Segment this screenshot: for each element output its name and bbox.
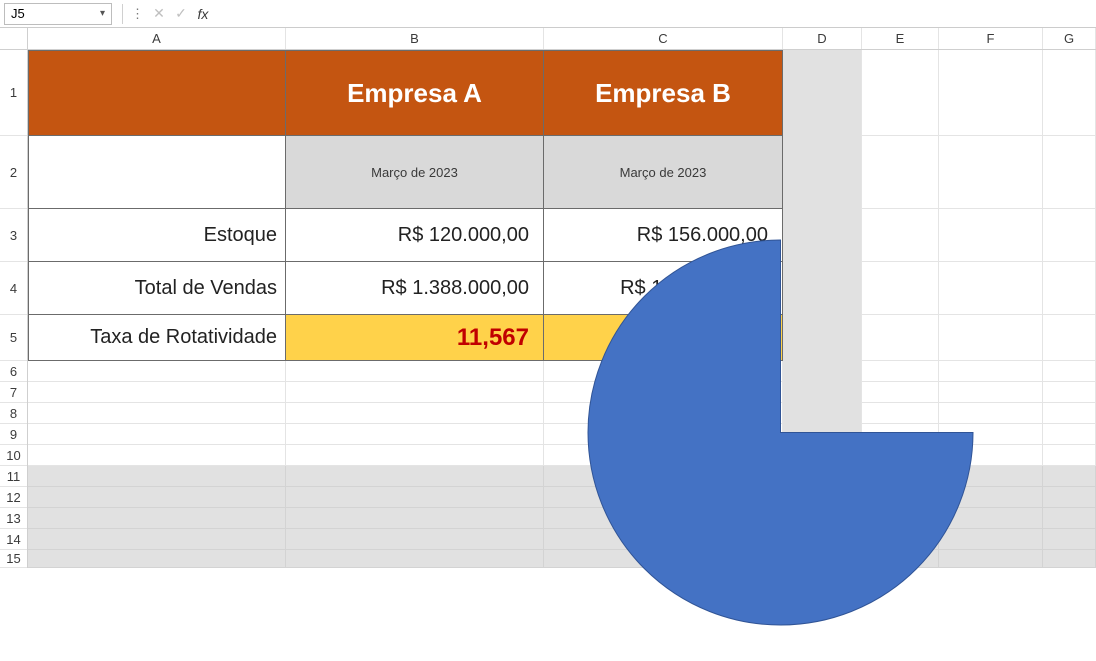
col-header-B[interactable]: B — [286, 28, 544, 49]
cell-G2[interactable] — [1043, 136, 1096, 209]
cell-A3[interactable]: Estoque — [28, 209, 286, 262]
cell-A10[interactable] — [28, 445, 286, 466]
cell-A4[interactable]: Total de Vendas — [28, 262, 286, 315]
formula-bar: J5 ▾ ⋮ ✕ ✓ fx — [0, 0, 1096, 28]
row-header-10[interactable]: 10 — [0, 445, 27, 466]
row-header-15[interactable]: 15 — [0, 550, 27, 568]
cell-B3[interactable]: R$ 120.000,00 — [286, 209, 544, 262]
cell-A13[interactable] — [28, 508, 286, 529]
cell-G8[interactable] — [1043, 403, 1096, 424]
cell-G5[interactable] — [1043, 315, 1096, 361]
separator — [122, 4, 123, 24]
cell-E1[interactable] — [862, 50, 939, 136]
col-header-E[interactable]: E — [862, 28, 939, 49]
cell-G13[interactable] — [1043, 508, 1096, 529]
row-header-4[interactable]: 4 — [0, 262, 27, 315]
row-header-9[interactable]: 9 — [0, 424, 27, 445]
cell-B5[interactable]: 11,567 — [286, 315, 544, 361]
cell-A14[interactable] — [28, 529, 286, 550]
row-header-14[interactable]: 14 — [0, 529, 27, 550]
column-headers: A B C D E F G — [0, 28, 1096, 50]
cell-G9[interactable] — [1043, 424, 1096, 445]
pie-shape[interactable] — [583, 235, 978, 630]
cell-B9[interactable] — [286, 424, 544, 445]
row-header-8[interactable]: 8 — [0, 403, 27, 424]
row-header-3[interactable]: 3 — [0, 209, 27, 262]
cell-E2[interactable] — [862, 136, 939, 209]
cell-B10[interactable] — [286, 445, 544, 466]
cell-B1[interactable]: Empresa A — [286, 50, 544, 136]
row-header-5[interactable]: 5 — [0, 315, 27, 361]
cell-G11[interactable] — [1043, 466, 1096, 487]
cell-B12[interactable] — [286, 487, 544, 508]
col-header-F[interactable]: F — [939, 28, 1043, 49]
cell-B6[interactable] — [286, 361, 544, 382]
cell-A11[interactable] — [28, 466, 286, 487]
cell-G15[interactable] — [1043, 550, 1096, 568]
cell-G7[interactable] — [1043, 382, 1096, 403]
cell-B4[interactable]: R$ 1.388.000,00 — [286, 262, 544, 315]
expand-icon[interactable]: ⋮ — [129, 6, 148, 22]
col-header-A[interactable]: A — [28, 28, 286, 49]
row-header-11[interactable]: 11 — [0, 466, 27, 487]
cell-G3[interactable] — [1043, 209, 1096, 262]
cell-A15[interactable] — [28, 550, 286, 568]
cell-G4[interactable] — [1043, 262, 1096, 315]
formula-input[interactable] — [214, 3, 1096, 25]
cell-G14[interactable] — [1043, 529, 1096, 550]
row-header-6[interactable]: 6 — [0, 361, 27, 382]
cell-A9[interactable] — [28, 424, 286, 445]
cell-B7[interactable] — [286, 382, 544, 403]
name-box[interactable]: J5 ▾ — [4, 3, 112, 25]
row-headers: 1 2 3 4 5 6 7 8 9 10 11 12 13 14 15 — [0, 50, 28, 568]
fx-icon[interactable]: fx — [192, 3, 214, 25]
cell-G12[interactable] — [1043, 487, 1096, 508]
cell-C1[interactable]: Empresa B — [544, 50, 783, 136]
cell-B13[interactable] — [286, 508, 544, 529]
col-header-D[interactable]: D — [783, 28, 862, 49]
cell-G10[interactable] — [1043, 445, 1096, 466]
cell-A2[interactable] — [28, 136, 286, 209]
row-header-7[interactable]: 7 — [0, 382, 27, 403]
row-header-13[interactable]: 13 — [0, 508, 27, 529]
cancel-icon[interactable]: ✕ — [148, 3, 170, 25]
cell-A7[interactable] — [28, 382, 286, 403]
cell-D1[interactable] — [783, 50, 862, 136]
row-header-12[interactable]: 12 — [0, 487, 27, 508]
name-box-value: J5 — [11, 6, 25, 21]
cells-area: Empresa A Empresa B Março de 2023 Março … — [28, 50, 1096, 568]
cell-B8[interactable] — [286, 403, 544, 424]
cell-B14[interactable] — [286, 529, 544, 550]
cell-A12[interactable] — [28, 487, 286, 508]
cell-B11[interactable] — [286, 466, 544, 487]
confirm-icon[interactable]: ✓ — [170, 3, 192, 25]
cell-B2[interactable]: Março de 2023 — [286, 136, 544, 209]
cell-C2[interactable]: Março de 2023 — [544, 136, 783, 209]
select-all-corner[interactable] — [0, 28, 28, 49]
cell-A5[interactable]: Taxa de Rotatividade — [28, 315, 286, 361]
row-header-1[interactable]: 1 — [0, 50, 27, 136]
cell-A1[interactable] — [28, 50, 286, 136]
cell-A8[interactable] — [28, 403, 286, 424]
chevron-down-icon[interactable]: ▾ — [100, 8, 105, 19]
cell-G6[interactable] — [1043, 361, 1096, 382]
cell-A6[interactable] — [28, 361, 286, 382]
cell-F1[interactable] — [939, 50, 1043, 136]
row-header-2[interactable]: 2 — [0, 136, 27, 209]
cell-D2[interactable] — [783, 136, 862, 209]
col-header-G[interactable]: G — [1043, 28, 1096, 49]
col-header-C[interactable]: C — [544, 28, 783, 49]
cell-F2[interactable] — [939, 136, 1043, 209]
cell-G1[interactable] — [1043, 50, 1096, 136]
cell-B15[interactable] — [286, 550, 544, 568]
